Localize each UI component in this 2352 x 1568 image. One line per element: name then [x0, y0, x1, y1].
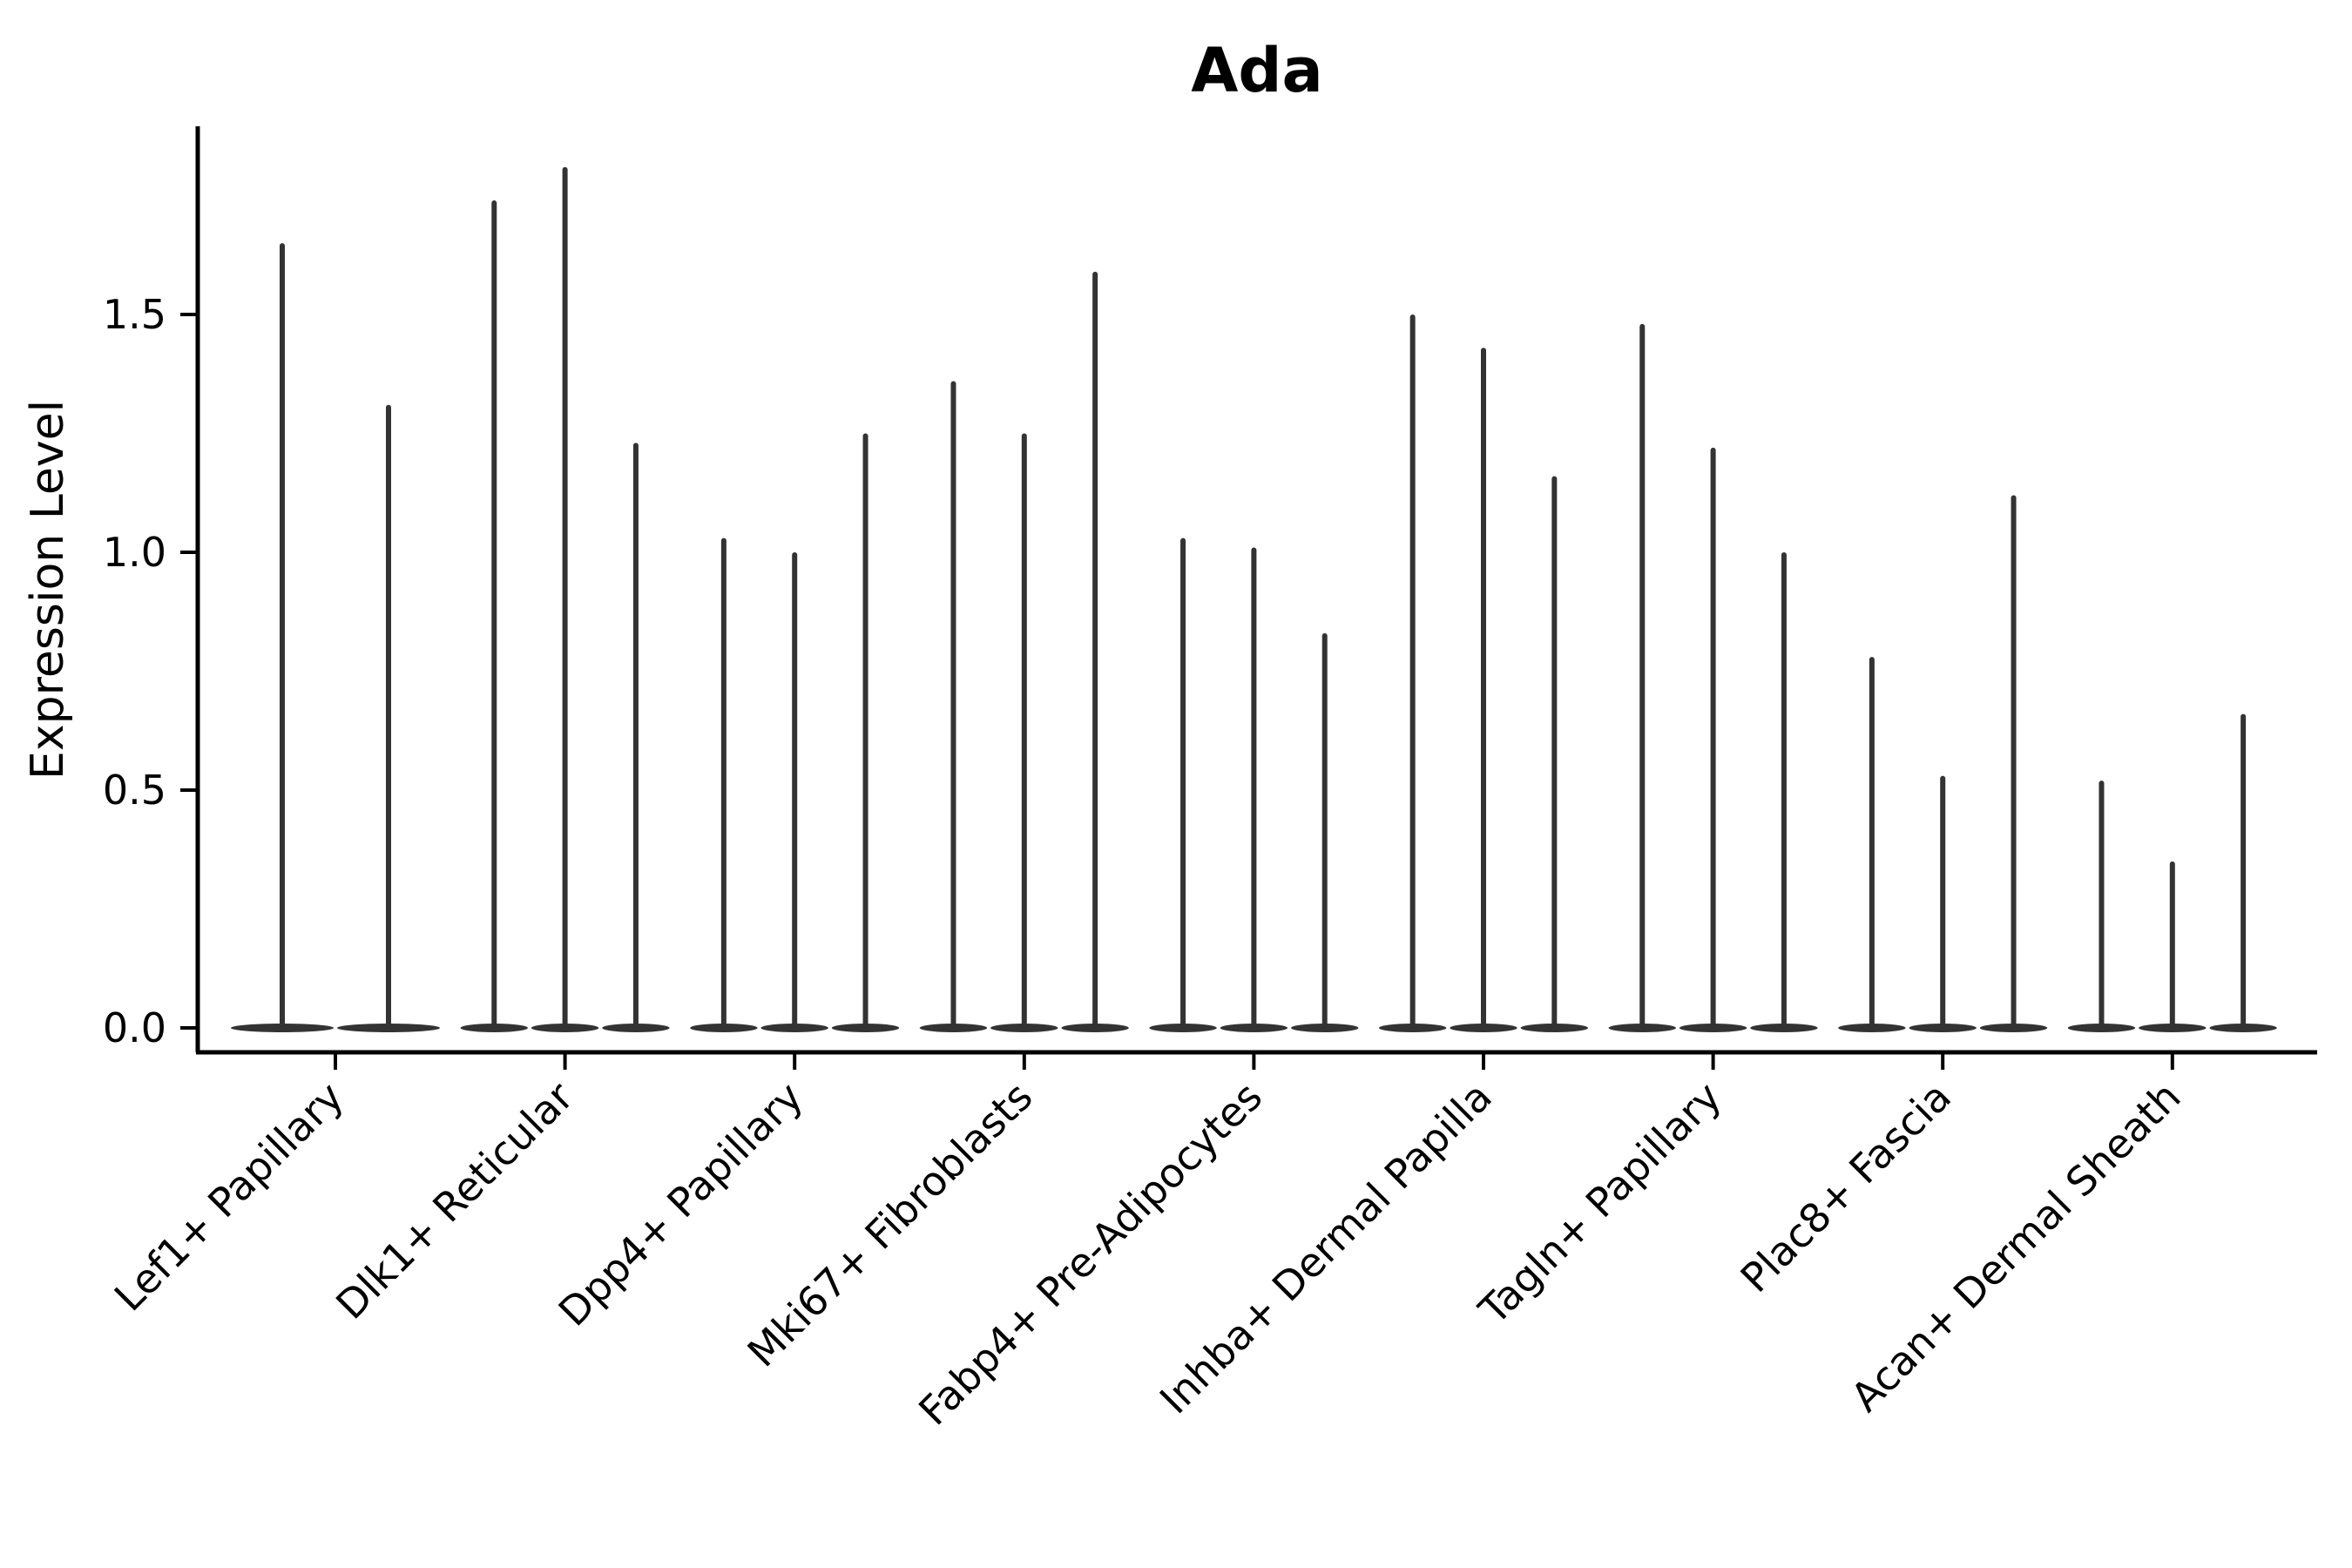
violin-spike	[562, 166, 568, 1029]
violin-spike	[1710, 447, 1716, 1028]
violin	[1979, 495, 2048, 1032]
violin	[460, 199, 528, 1032]
y-tick-label: 1.0	[103, 529, 166, 576]
violin	[1909, 775, 1977, 1032]
violin-spike	[2099, 781, 2105, 1028]
violin	[337, 404, 440, 1032]
violin-body	[690, 1024, 758, 1032]
violin-spike	[950, 381, 956, 1028]
violin-spike	[720, 537, 727, 1028]
violin	[919, 381, 988, 1032]
violin	[1520, 476, 1589, 1032]
violin-spike	[1251, 547, 1257, 1028]
violin	[2067, 781, 2136, 1032]
x-tick-label: Lef1+ Papillary	[105, 1073, 353, 1321]
violin	[1450, 348, 1517, 1032]
violin	[1679, 447, 1747, 1032]
y-tick-label: 0.5	[103, 767, 166, 814]
x-tick-label: Dpp4+ Papillary	[550, 1073, 812, 1335]
violin-spike	[2011, 495, 2017, 1028]
violin-spike	[1551, 476, 1558, 1028]
violin	[990, 433, 1058, 1032]
violin-body	[2067, 1024, 2136, 1032]
violin-body	[2139, 1024, 2207, 1032]
violin-spike	[491, 199, 497, 1028]
violin-spike	[1409, 314, 1416, 1028]
violin-body	[919, 1024, 988, 1032]
chart-title: Ada	[1191, 35, 1323, 106]
violin-spike	[862, 433, 868, 1028]
violin-spike	[632, 443, 639, 1028]
violin-body	[1379, 1024, 1447, 1032]
violin-spike	[1481, 348, 1486, 1029]
y-axis-label: Expression Level	[22, 400, 74, 780]
violin	[602, 443, 670, 1032]
violin	[1838, 657, 1906, 1032]
violin	[1291, 632, 1359, 1032]
violin	[1149, 537, 1217, 1032]
violin-spike	[386, 404, 391, 1028]
violin-body	[760, 1024, 828, 1032]
violin-spike	[280, 243, 285, 1029]
violin	[231, 243, 334, 1032]
violin-body	[1220, 1024, 1288, 1032]
violin	[2209, 713, 2277, 1032]
violin-body	[1520, 1024, 1589, 1032]
violin	[1220, 547, 1288, 1032]
violin-spike	[2240, 713, 2247, 1028]
violin	[831, 433, 900, 1032]
violin-body	[1679, 1024, 1747, 1032]
violin	[690, 537, 758, 1032]
violin-spike	[1639, 323, 1646, 1028]
violin-spike	[1180, 537, 1186, 1028]
violin-layer	[231, 166, 2277, 1032]
violin-body	[1608, 1024, 1676, 1032]
violin	[1750, 552, 1818, 1032]
violin-body	[1291, 1024, 1359, 1032]
violin-spike	[1321, 632, 1328, 1028]
violin-spike	[1781, 552, 1787, 1028]
violin	[760, 552, 828, 1032]
x-tick-label: Plac8+ Fascia	[1732, 1073, 1960, 1301]
violin	[2139, 861, 2207, 1032]
violin	[1608, 323, 1676, 1032]
violin-body	[460, 1024, 528, 1032]
x-tick-label: Tagln+ Papillary	[1470, 1073, 1731, 1335]
violin-spike	[1940, 775, 1946, 1028]
x-tick-label: Dlk1+ Reticular	[327, 1073, 582, 1328]
violin	[531, 166, 599, 1032]
violin-spike	[1869, 657, 1875, 1028]
violin-body	[1979, 1024, 2048, 1032]
violin	[1061, 271, 1129, 1032]
violin-spike	[1021, 433, 1027, 1028]
y-tick-label: 1.5	[103, 291, 166, 338]
y-tick-layer: 0.0 0.5 1.0 1.5	[103, 291, 198, 1051]
violin-spike	[2169, 861, 2175, 1028]
violin	[1379, 314, 1447, 1032]
violin-spike	[792, 552, 798, 1028]
violin-body	[1909, 1024, 1977, 1032]
violin-spike	[1092, 271, 1098, 1028]
y-tick-label: 0.0	[103, 1004, 166, 1051]
